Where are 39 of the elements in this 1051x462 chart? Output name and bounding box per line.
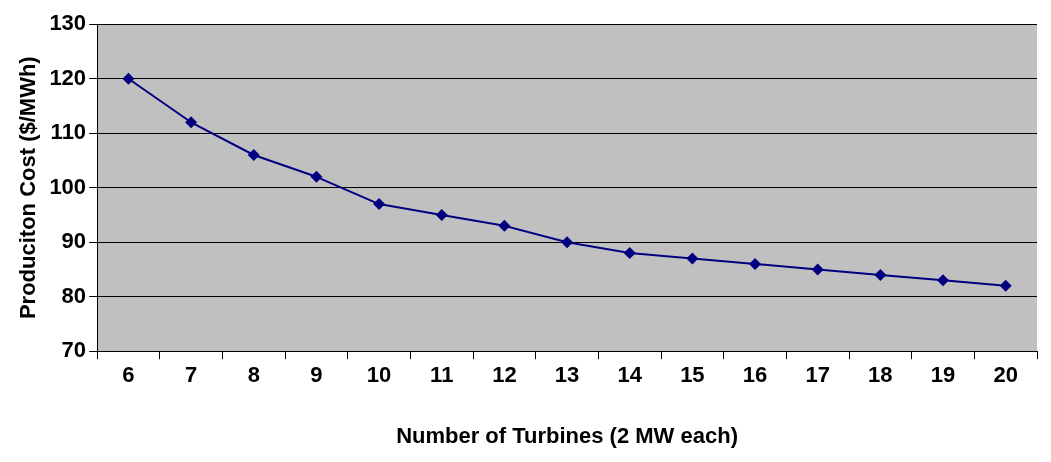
- y-tick-label: 120: [49, 64, 87, 90]
- x-tick-label: 18: [868, 362, 893, 388]
- x-axis-title: Number of Turbines (2 MW each): [396, 422, 738, 448]
- point: [874, 268, 887, 281]
- point: [122, 72, 135, 85]
- y-tick-label: 130: [49, 10, 87, 36]
- x-tick-label: 11: [430, 362, 454, 388]
- point: [498, 219, 511, 232]
- x-tick-label: 10: [366, 362, 392, 388]
- point: [435, 208, 448, 221]
- x-tick-label: 20: [993, 362, 1018, 388]
- x-tick-label: 17: [805, 362, 830, 388]
- point: [937, 274, 950, 287]
- point: [185, 116, 198, 129]
- x-tick-label: 16: [742, 362, 768, 388]
- x-tick-label: 14: [617, 362, 643, 388]
- x-tick-label: 12: [492, 362, 517, 388]
- x-tick-label: 9: [310, 362, 323, 388]
- x-tick-label: 13: [554, 362, 580, 388]
- y-tick-label: 110: [50, 119, 87, 145]
- y-axis-title: Produciton Cost ($/MWh): [15, 56, 41, 320]
- point: [310, 170, 323, 183]
- x-tick-label: 6: [122, 362, 135, 388]
- point: [811, 263, 824, 276]
- y-tick-label: 100: [49, 173, 87, 199]
- point: [247, 149, 260, 161]
- y-tick-label: 70: [61, 337, 87, 363]
- x-tick-label: 19: [930, 362, 956, 388]
- point: [373, 198, 386, 211]
- point: [623, 247, 636, 260]
- point: [561, 236, 574, 249]
- point: [686, 252, 699, 265]
- point: [749, 258, 762, 270]
- point: [999, 279, 1012, 292]
- x-tick-label: 8: [247, 362, 260, 388]
- y-tick-label: 90: [61, 228, 87, 254]
- x-tick-label: 15: [680, 362, 705, 388]
- y-tick-label: 80: [61, 282, 87, 308]
- x-tick-label: 7: [184, 362, 198, 388]
